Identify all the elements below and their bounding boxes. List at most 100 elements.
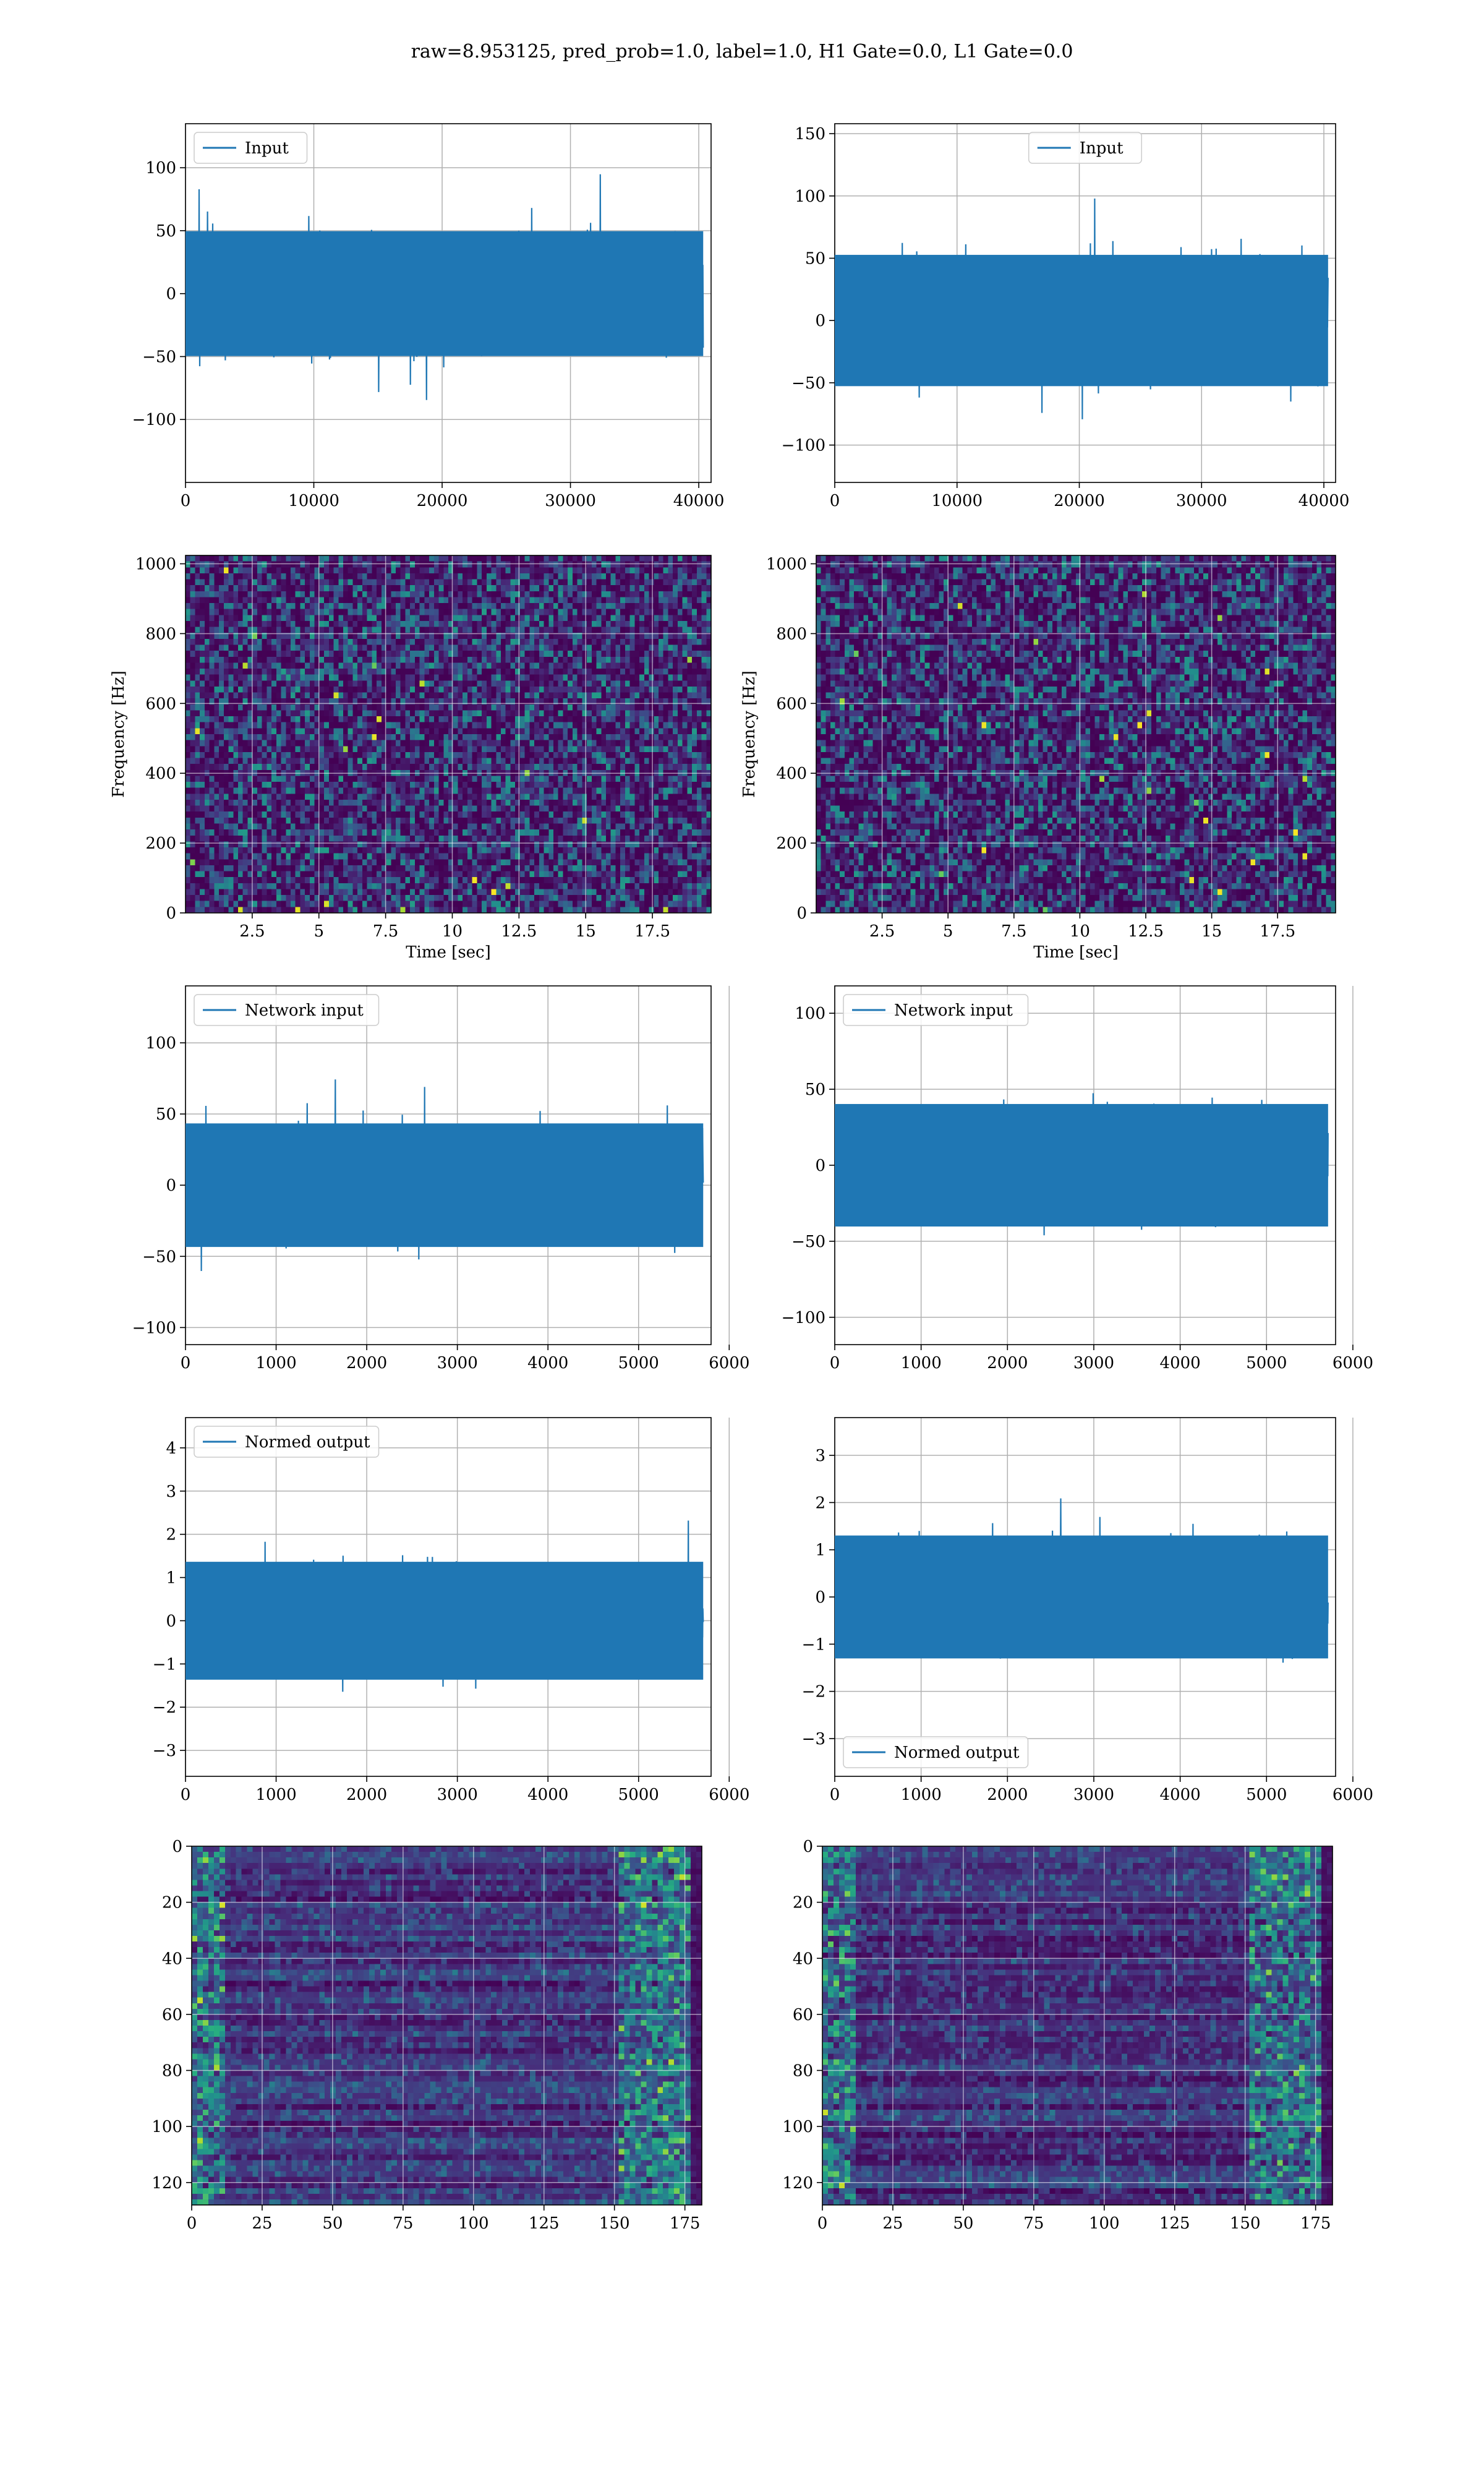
heatmap-cell: [328, 615, 335, 622]
heatmap-cell: [606, 621, 612, 628]
heatmap-cell: [424, 800, 430, 807]
heatmap-cell: [534, 638, 540, 646]
heatmap-cell: [553, 776, 559, 782]
heatmap-cell: [692, 621, 697, 628]
heatmap-cell: [242, 644, 248, 651]
heatmap-cell: [677, 811, 683, 818]
heatmap-cell: [601, 740, 607, 747]
heatmap-cell: [587, 805, 592, 812]
heatmap-cell: [414, 776, 420, 782]
heatmap-cell: [267, 686, 272, 693]
heatmap-cell: [649, 692, 654, 699]
heatmap-cell: [405, 615, 411, 622]
heatmap-cell: [548, 603, 554, 610]
heatmap-cell: [682, 722, 688, 729]
heatmap-cell: [629, 692, 635, 699]
heatmap-cell: [414, 573, 420, 580]
heatmap-cell: [663, 740, 668, 747]
heatmap-cell: [463, 710, 468, 717]
heatmap-cell: [663, 621, 668, 628]
heatmap-cell: [477, 800, 482, 807]
heatmap-cell: [577, 573, 582, 580]
heatmap-cell: [386, 758, 391, 764]
heatmap-cell: [568, 746, 573, 753]
heatmap-cell: [438, 644, 444, 651]
heatmap-cell: [195, 555, 200, 562]
heatmap-cell: [659, 651, 664, 657]
heatmap-cell: [276, 633, 282, 640]
heatmap-cell: [386, 734, 391, 741]
heatmap-cell: [544, 698, 549, 705]
heatmap-cell: [563, 656, 568, 663]
heatmap-cell: [219, 811, 224, 818]
heatmap-cell: [692, 782, 697, 789]
legend: Input: [194, 132, 308, 164]
heatmap-cell: [343, 591, 349, 597]
heatmap-cell: [305, 751, 310, 759]
heatmap-cell: [505, 627, 511, 633]
heatmap-cell: [281, 567, 286, 574]
heatmap-cell: [463, 698, 468, 705]
heatmap-cell: [505, 680, 511, 687]
heatmap-cell: [505, 686, 511, 693]
heatmap-cell: [663, 573, 668, 580]
heatmap-cell: [190, 686, 195, 693]
heatmap-cell: [448, 716, 454, 723]
heatmap-cell: [505, 609, 511, 615]
heatmap-cell: [491, 603, 497, 610]
heatmap-cell: [238, 603, 244, 610]
heatmap-cell: [309, 609, 315, 615]
heatmap-cell: [482, 662, 487, 669]
heatmap-cell: [472, 567, 477, 574]
heatmap-cell: [377, 698, 382, 705]
heatmap-cell: [486, 722, 492, 729]
heatmap-cell: [606, 603, 612, 610]
heatmap-cell: [348, 674, 353, 681]
heatmap-cell: [372, 585, 377, 592]
heatmap-cell: [629, 811, 635, 818]
heatmap-cell: [649, 555, 654, 562]
heatmap-cell: [276, 698, 282, 705]
subplot-l1-input: 0 10000 20000 30000 40000−100−50050100150Inp…: [782, 123, 1349, 510]
heatmap-cell: [491, 758, 497, 764]
heatmap-cell: [242, 782, 248, 789]
heatmap-cell: [291, 638, 296, 646]
heatmap-cell: [228, 644, 234, 651]
heatmap-cell: [491, 651, 497, 657]
heatmap-cell: [286, 764, 291, 771]
heatmap-cell: [377, 561, 382, 568]
heatmap-cell: [591, 597, 597, 604]
heatmap-cell: [505, 704, 511, 711]
heatmap-cell: [204, 674, 210, 681]
heatmap-cell: [372, 692, 377, 699]
heatmap-cell: [572, 567, 578, 574]
heatmap-cell: [219, 758, 224, 764]
heatmap-cell: [252, 728, 258, 735]
heatmap-cell: [204, 722, 210, 729]
heatmap-cell: [639, 662, 645, 669]
heatmap-cell: [677, 782, 683, 789]
heatmap-cell: [677, 662, 683, 669]
heatmap-cell: [458, 615, 463, 622]
heatmap-cell: [271, 728, 277, 735]
heatmap-cell: [233, 740, 239, 747]
heatmap-cell: [257, 794, 263, 800]
heatmap-cell: [649, 746, 654, 753]
heatmap-cell: [186, 740, 191, 747]
heatmap-cell: [209, 776, 215, 782]
heatmap-cell: [333, 704, 339, 711]
heatmap-cell: [429, 662, 435, 669]
heatmap-cell: [396, 811, 401, 818]
heatmap-cell: [453, 805, 458, 812]
heatmap-cell: [682, 603, 688, 610]
heatmap-cell: [333, 615, 339, 622]
heatmap-cell: [692, 751, 697, 759]
heatmap-cell: [381, 561, 387, 568]
heatmap-cell: [606, 722, 612, 729]
heatmap-cell: [582, 686, 587, 693]
heatmap-cell: [362, 811, 368, 818]
heatmap-cell: [305, 651, 310, 657]
heatmap-cell: [682, 782, 688, 789]
heatmap-cell: [377, 609, 382, 615]
heatmap-cell: [639, 627, 645, 633]
